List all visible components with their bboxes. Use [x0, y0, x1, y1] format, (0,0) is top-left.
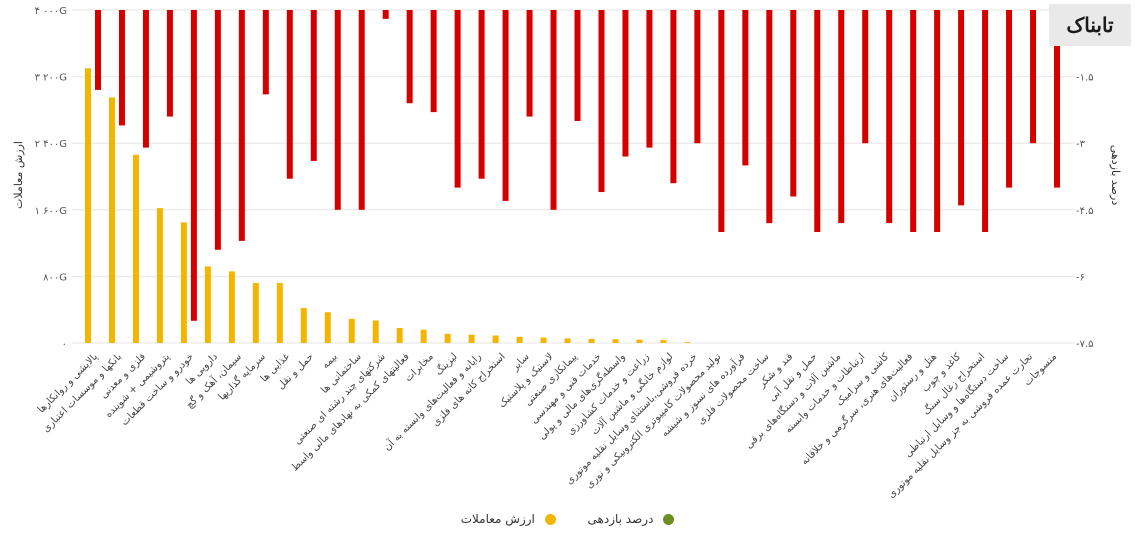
legend-dot-return-icon	[663, 514, 675, 525]
value-bar[interactable]	[612, 339, 619, 343]
value-bar[interactable]	[180, 222, 187, 343]
return-bar[interactable]	[358, 10, 365, 210]
legend-label-return: درصد بازدهی	[587, 512, 654, 526]
return-bar[interactable]	[1006, 10, 1013, 188]
value-bar[interactable]	[132, 154, 139, 343]
return-bar[interactable]	[166, 10, 173, 117]
value-bar[interactable]	[252, 283, 259, 343]
right-tick-label: -۷.۵	[1076, 339, 1094, 350]
legend-item-return[interactable]: درصد بازدهی	[588, 512, 675, 526]
value-bar[interactable]	[396, 328, 403, 343]
value-bar[interactable]	[324, 312, 331, 343]
value-bar[interactable]	[372, 320, 379, 343]
value-bar[interactable]	[684, 342, 691, 343]
return-bar[interactable]	[334, 10, 341, 210]
return-bar[interactable]	[886, 10, 893, 224]
return-bar[interactable]	[862, 10, 869, 144]
return-bar[interactable]	[838, 10, 845, 224]
value-bar[interactable]	[588, 338, 595, 343]
value-bar[interactable]	[228, 271, 235, 343]
return-bar[interactable]	[790, 10, 797, 197]
value-bar[interactable]	[564, 338, 571, 343]
return-bar[interactable]	[550, 10, 557, 210]
return-bar[interactable]	[286, 10, 293, 179]
right-axis-ticks: ۰-۱.۵-۳-۴.۵-۶-۷.۵	[1076, 6, 1094, 350]
return-bar[interactable]	[430, 10, 437, 113]
return-bar[interactable]	[190, 10, 197, 321]
value-bar[interactable]	[468, 334, 475, 343]
return-bar[interactable]	[766, 10, 773, 224]
gridlines	[72, 9, 1075, 344]
category-label: بیمه	[320, 351, 340, 371]
legend-label-value: ارزش معاملات	[460, 512, 535, 526]
return-bar[interactable]	[646, 10, 653, 148]
value-bar[interactable]	[108, 97, 115, 343]
left-tick-label: ۱ ۶۰۰G	[35, 206, 67, 217]
return-bar[interactable]	[694, 10, 701, 144]
legend: درصد بازدهی ارزش معاملات	[0, 512, 1135, 526]
return-bar[interactable]	[310, 10, 317, 161]
return-bar[interactable]	[502, 10, 509, 201]
return-bar[interactable]	[982, 10, 989, 232]
value-bar[interactable]	[660, 340, 667, 343]
logo-text: تابناک	[1066, 13, 1114, 37]
left-axis-ticks: ۰ ۸۰۰G ۱ ۶۰۰G ۲ ۴۰۰G ۳ ۲۰۰G ۴ ۰۰۰G	[35, 6, 67, 350]
return-bar[interactable]	[406, 10, 413, 104]
return-bar[interactable]	[670, 10, 677, 184]
return-bar[interactable]	[934, 10, 941, 232]
return-bar[interactable]	[574, 10, 581, 121]
return-bar[interactable]	[382, 10, 389, 19]
return-bar[interactable]	[814, 10, 821, 232]
right-axis-title: درصد بازدهی	[1109, 145, 1122, 206]
return-bar[interactable]	[478, 10, 485, 179]
left-tick-label: ۴ ۰۰۰G	[35, 6, 67, 17]
right-tick-label: -۴.۵	[1076, 206, 1094, 217]
left-tick-label: ۰	[62, 339, 67, 350]
value-bar[interactable]	[300, 308, 307, 343]
return-bar[interactable]	[454, 10, 461, 188]
right-tick-label: -۶	[1076, 272, 1085, 283]
return-bar[interactable]	[1030, 10, 1037, 144]
return-bar[interactable]	[910, 10, 917, 232]
value-bar[interactable]	[492, 335, 499, 343]
left-tick-label: ۳ ۲۰۰G	[35, 73, 67, 84]
left-axis-title: ارزش معاملات	[12, 141, 25, 209]
legend-dot-value-icon	[544, 514, 556, 525]
value-bar[interactable]	[156, 208, 163, 343]
return-bar[interactable]	[94, 10, 101, 90]
value-series	[84, 68, 691, 344]
right-tick-label: -۳	[1076, 139, 1086, 150]
return-bar[interactable]	[958, 10, 965, 206]
return-bar[interactable]	[622, 10, 629, 157]
return-bar[interactable]	[238, 10, 245, 241]
value-bar[interactable]	[636, 339, 643, 343]
return-series	[94, 10, 1061, 321]
return-bar[interactable]	[118, 10, 125, 126]
value-bar[interactable]	[84, 68, 91, 344]
left-tick-label: ۲ ۴۰۰G	[35, 139, 67, 150]
value-bar[interactable]	[540, 337, 547, 343]
right-tick-label: -۱.۵	[1076, 73, 1094, 84]
left-tick-label: ۸۰۰G	[43, 272, 67, 283]
value-bar[interactable]	[444, 333, 451, 343]
site-logo: تابناک	[1049, 4, 1131, 46]
legend-item-value[interactable]: ارزش معاملات	[461, 512, 556, 526]
value-bar[interactable]	[204, 266, 211, 343]
return-bar[interactable]	[1054, 10, 1061, 188]
value-bar[interactable]	[276, 283, 283, 343]
return-bar[interactable]	[262, 10, 269, 95]
return-bar[interactable]	[718, 10, 725, 232]
return-bar[interactable]	[742, 10, 749, 166]
value-bar[interactable]	[516, 336, 523, 343]
return-bar[interactable]	[142, 10, 149, 148]
return-bar[interactable]	[598, 10, 605, 193]
value-bar[interactable]	[420, 329, 427, 343]
return-bar[interactable]	[526, 10, 533, 117]
value-bar[interactable]	[348, 318, 355, 343]
return-bar[interactable]	[214, 10, 221, 250]
